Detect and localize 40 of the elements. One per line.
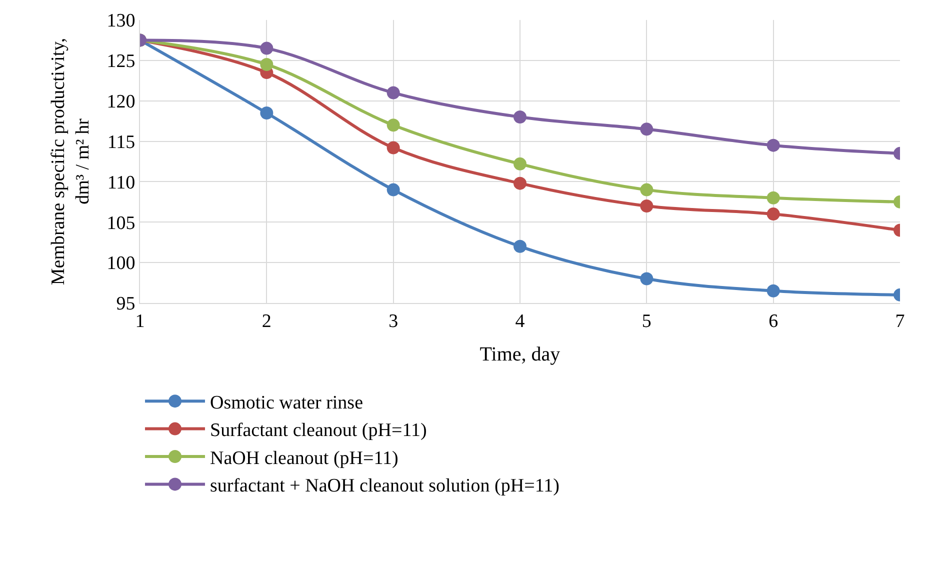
point (640, 272, 654, 286)
y-tick-label: 125 (106, 51, 136, 72)
x-tick-label: 1 (135, 310, 145, 332)
point (260, 58, 274, 71)
point (514, 240, 526, 253)
point (766, 191, 780, 204)
y-tick-label: 130 (106, 10, 136, 32)
y-tick-label: 120 (106, 92, 136, 113)
x-tick-label: 5 (642, 310, 652, 332)
x-tick-label: 3 (388, 310, 398, 332)
x-axis-title: Time, day (480, 343, 560, 366)
x-tick-label: 6 (768, 310, 778, 332)
legend-label: Osmotic water rinse (210, 392, 364, 414)
point (766, 208, 780, 221)
point (386, 183, 400, 196)
legend-label: surfactant + NaOH cleanout solution (pH=11) (210, 476, 560, 497)
point (386, 86, 400, 100)
y-tick-label: 100 (106, 253, 136, 274)
y-tick-label: 110 (107, 172, 136, 194)
y-axis-title: Membrane specific productivity, dm³ / m² hr (48, 38, 94, 286)
y-tick-label: 115 (107, 132, 136, 153)
point (640, 199, 654, 212)
point (260, 106, 274, 120)
y-tick-label: 95 (116, 294, 136, 315)
x-tick-label: 2 (262, 310, 272, 332)
x-tick-label: 7 (895, 310, 905, 332)
point (766, 284, 780, 298)
point (766, 138, 780, 152)
point (640, 122, 654, 136)
point (386, 141, 400, 154)
point (514, 110, 526, 124)
legend-label: NaOH cleanout (pH=11) (210, 448, 398, 469)
x-tick-label: 4 (515, 310, 526, 332)
point (514, 157, 526, 170)
legend-label: Surfactant cleanout (pH=11) (210, 420, 427, 442)
point (514, 176, 526, 190)
y-tick-label: 105 (106, 212, 136, 234)
point (386, 118, 400, 132)
point (640, 183, 654, 196)
point (260, 42, 274, 55)
